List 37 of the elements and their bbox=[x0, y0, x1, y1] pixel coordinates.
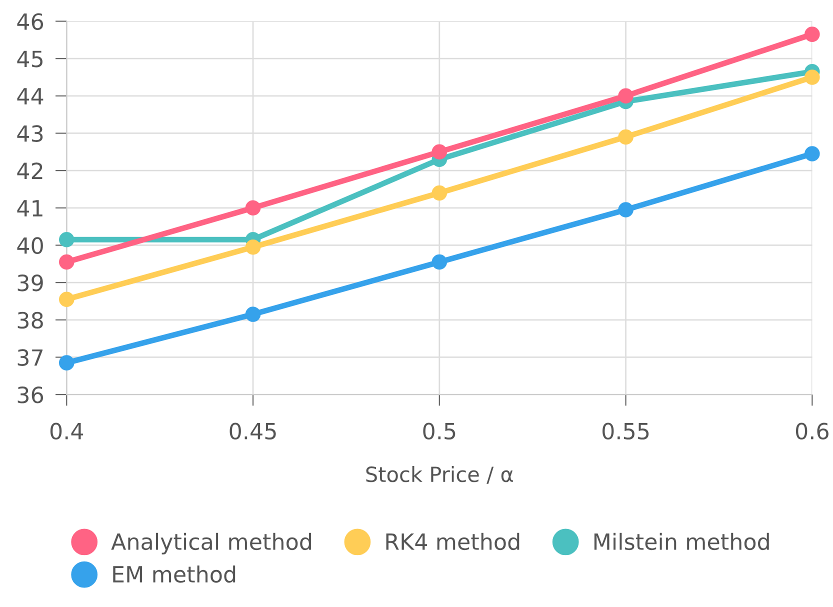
y-tick-label: 42 bbox=[17, 162, 42, 180]
x-tick-label: 0.5 bbox=[423, 422, 456, 440]
point bbox=[804, 146, 820, 162]
x-axis-title: Stock Price / α bbox=[366, 466, 513, 484]
legend-label: Milstein method bbox=[594, 532, 769, 550]
y-tick-label: 41 bbox=[17, 200, 42, 216]
point bbox=[618, 88, 634, 104]
y-tick-label: 39 bbox=[18, 274, 43, 292]
point bbox=[618, 202, 634, 218]
point bbox=[432, 185, 448, 201]
point bbox=[804, 26, 820, 42]
point bbox=[432, 144, 448, 160]
y-tick-label: 46 bbox=[17, 13, 44, 30]
point bbox=[59, 232, 74, 248]
legend-label: EM method bbox=[113, 565, 236, 583]
y-tick-label: 36 bbox=[18, 386, 44, 404]
point bbox=[245, 200, 261, 216]
x-tick-label: 0.55 bbox=[602, 422, 649, 440]
x-tick-label: 0.45 bbox=[230, 422, 276, 440]
y-tick-label: 45 bbox=[17, 50, 42, 68]
y-tick-label: 43 bbox=[17, 125, 43, 142]
y-tick-label: 40 bbox=[17, 237, 43, 254]
y-tick-label: 44 bbox=[17, 88, 44, 104]
point bbox=[804, 70, 820, 85]
point bbox=[59, 254, 74, 270]
y-tick-label: 37 bbox=[18, 349, 43, 366]
x-tick-label: 0.6 bbox=[796, 422, 828, 440]
x-tick-label: 0.4 bbox=[50, 422, 84, 440]
point bbox=[432, 254, 448, 270]
point bbox=[59, 355, 74, 370]
y-tick-label: 38 bbox=[18, 312, 43, 329]
legend-label: Analytical method bbox=[111, 532, 311, 554]
point bbox=[59, 292, 74, 307]
legend-label: RK4 method bbox=[386, 532, 520, 550]
point bbox=[618, 129, 634, 145]
point bbox=[245, 239, 261, 255]
point bbox=[245, 306, 261, 322]
